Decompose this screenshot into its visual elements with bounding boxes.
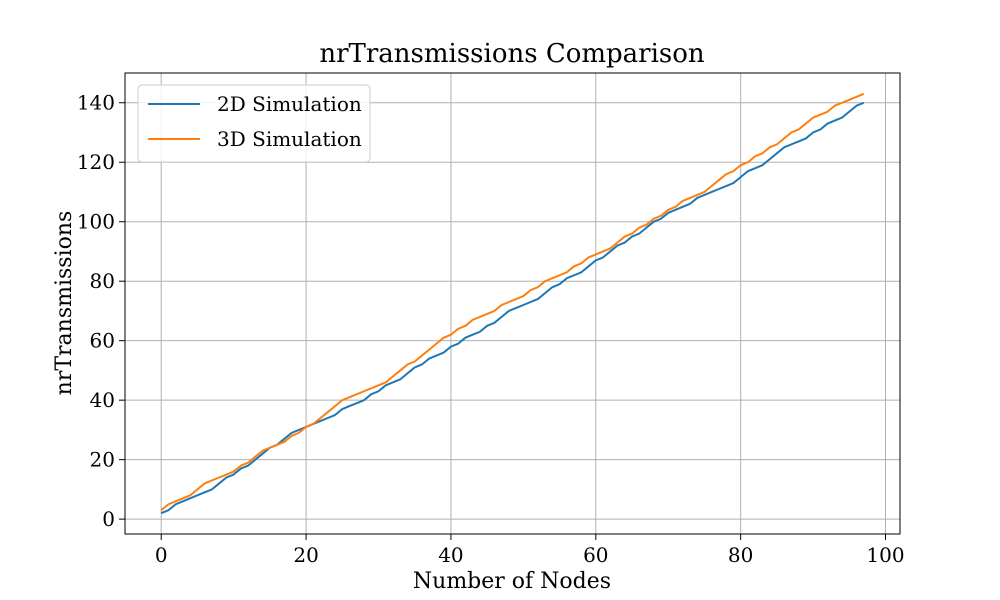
- series-line-2: [160, 92, 865, 511]
- x-tick-label: 100: [866, 543, 904, 567]
- x-tick-label: 80: [728, 543, 753, 567]
- y-tick-label: 0: [102, 507, 115, 531]
- plot-frame: [124, 72, 901, 535]
- y-tick-label: 20: [90, 448, 115, 472]
- x-axis-label: Number of Nodes: [413, 569, 611, 594]
- y-tick-label: 60: [90, 329, 115, 353]
- legend-label-1: 2D Simulation: [217, 92, 362, 116]
- y-tick-label: 80: [90, 269, 115, 293]
- x-tick-label: 0: [155, 543, 168, 567]
- chart-title: nrTransmissions Comparison: [319, 39, 705, 69]
- y-tick-label: 100: [77, 210, 115, 234]
- y-tick-label: 140: [77, 91, 115, 115]
- x-tick-label: 60: [583, 543, 608, 567]
- series-lines: [160, 92, 865, 515]
- axis-ticks: 0 20 40 60 80 100 0 20 40 60 80 100 120 140: [77, 91, 905, 567]
- legend-label-2: 3D Simulation: [217, 127, 362, 151]
- y-tick-label: 120: [77, 150, 115, 174]
- x-tick-label: 20: [293, 543, 318, 567]
- y-axis-label: nrTransmissions: [52, 211, 77, 396]
- y-tick-label: 40: [90, 388, 115, 412]
- x-tick-label: 40: [438, 543, 463, 567]
- legend: 2D Simulation 3D Simulation: [137, 84, 371, 163]
